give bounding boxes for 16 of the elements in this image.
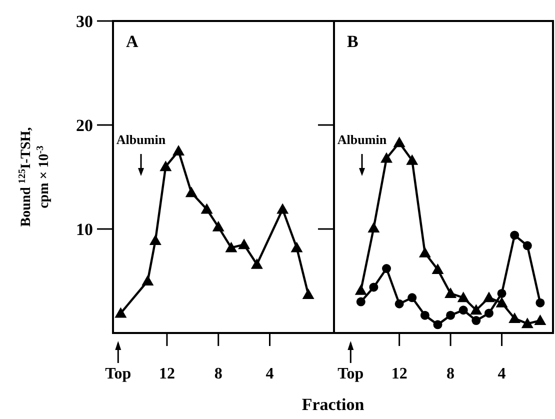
x-tick-label: 12 <box>158 366 175 383</box>
text: A <box>126 32 139 51</box>
y-tick-label: 10 <box>76 220 93 239</box>
x-tick-label: 8 <box>214 366 222 383</box>
x-axis-title: Fraction <box>302 395 365 414</box>
x-tick-label: 8 <box>446 366 455 383</box>
x-tick-label: 4 <box>498 366 506 383</box>
y-tick-label: 30 <box>76 12 93 31</box>
y-tick-label: 20 <box>76 116 93 135</box>
text: B <box>347 32 358 51</box>
annotation: Albumin <box>337 132 388 147</box>
annotation: Albumin <box>116 132 166 147</box>
x-tick-label: Top <box>105 366 132 383</box>
x-tick-label: Top <box>338 366 364 383</box>
x-tick-label: 12 <box>391 366 408 383</box>
x-tick-label: 4 <box>266 366 274 383</box>
